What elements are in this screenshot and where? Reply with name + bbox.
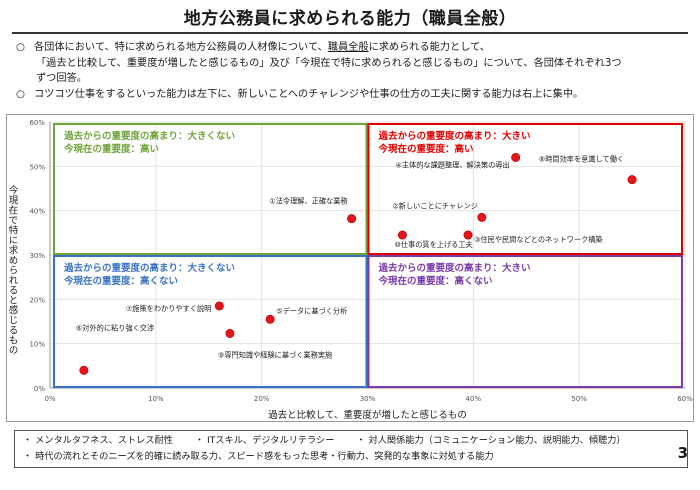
note-line-2: 「過去と比較して、重要度が増したと感じるもの」及び「今現在で特に求められると感じ…: [36, 57, 622, 69]
data-point: [477, 212, 487, 222]
y-tick-label: 0%: [34, 385, 45, 393]
note-text-1b: 職員全般: [327, 42, 369, 53]
quadrant-box-top-right: [367, 123, 683, 255]
data-point: [627, 175, 637, 185]
data-point-label: ③住民や民間などとのネットワーク構築: [474, 235, 603, 244]
legend-item: ・ 時代の流れとそのニーズを的確に読み取る力、スピード感をもった思考・行動力、突…: [23, 451, 494, 462]
quadrant-box-bottom-right: [367, 255, 683, 388]
y-tick-label: 20%: [29, 296, 45, 304]
data-point: [225, 328, 235, 338]
x-tick-label: 50%: [571, 395, 587, 403]
data-point-label: ⑥対外的に粘り強く交渉: [76, 323, 154, 332]
data-point-label: ④主体的な課題整理、解決策の導出: [395, 160, 509, 169]
legend-item: ・ ITスキル、デジタルリテラシー: [194, 435, 335, 446]
page-title: 地方公務員に求められる能力（職員全般）: [183, 9, 517, 29]
data-point-label: ⑩仕事の質を上げる工夫: [394, 240, 472, 249]
note-line-3: ずつ回答。: [36, 73, 87, 84]
x-axis-title: 過去と比較して、重要度が増したと感じるもの: [268, 409, 467, 421]
data-point: [214, 301, 224, 311]
data-point: [463, 230, 473, 240]
data-point-label: ①法令理解、正確な業務: [269, 197, 348, 206]
scatter-chart: 0% 10% 20% 30% 40% 50% 60% 0% 10% 20% 30% 40% 50% 60%…: [7, 119, 694, 421]
data-point: [397, 230, 407, 240]
legend-row-2: ・ 時代の流れとそのニーズを的確に読み取る力、スピード感をもった思考・行動力、突…: [23, 449, 679, 465]
data-point: [347, 214, 357, 224]
x-tick-label: 0%: [44, 395, 55, 403]
quadrant-label-bottom-right: 過去からの重要度の高まり：大きい: [378, 262, 531, 274]
note-line-1: ○ 各団体において、特に求められる地方公務員の人材像について、職員全般に求められる…: [16, 40, 688, 56]
y-tick-label: 60%: [29, 119, 45, 127]
legend-row-1: ・ メンタルタフネス、ストレス耐性 ・ ITスキル、デジタルリテラシー ・ 対人関係…: [23, 433, 679, 449]
quadrant-label-top-left: 今現在の重要度：高い: [63, 143, 159, 155]
bullet-circle-icon: ○: [16, 42, 25, 53]
quadrant-box-bottom-left: [53, 255, 368, 388]
x-tick-label: 40%: [466, 395, 482, 403]
y-tick-label: 10%: [29, 341, 45, 349]
y-axis-title: 今現在で特に求められると感じるもの: [7, 184, 19, 355]
quadrant-label-bottom-left: 過去からの重要度の高まり：大きくない: [63, 262, 235, 274]
quadrant-label-top-left: 過去からの重要度の高まり：大きくない: [63, 130, 235, 142]
note-text-1a: 各団体において、特に求められる地方公務員の人材像について、: [34, 42, 328, 53]
data-point: [265, 314, 275, 324]
x-tick-label: 60%: [677, 395, 693, 403]
title-rule: [12, 32, 688, 34]
bullet-circle-icon: ○: [16, 88, 25, 100]
data-point-label: ②新しいことにチャレンジ: [392, 201, 477, 210]
chart-frame: [6, 114, 694, 422]
quadrant-box-top-left: [53, 123, 368, 255]
data-point-label: ⑧時間効率を意識して働く: [539, 155, 624, 164]
summary-notes: ○ 各団体において、特に求められる地方公務員の人材像について、職員全般に求められる…: [16, 40, 688, 102]
x-tick-label: 10%: [148, 395, 164, 403]
note-text-1c: に求められる能力として、: [368, 42, 490, 53]
note-text-4: コツコツ仕事をするといった能力は左下に、新しいことへのチャレンジや仕事の仕方の工…: [34, 88, 584, 100]
note-line-4: ○ コツコツ仕事をするといった能力は左下に、新しいことへのチャレンジや仕事の仕方の…: [16, 87, 688, 103]
legend-item: ・ 対人関係能力（コミュニケーション能力、説明能力、傾聴力）: [356, 435, 626, 446]
data-point-label: ⑨専門知識や経験に基づく業務実施: [218, 350, 332, 359]
legend-item: ・ メンタルタフネス、ストレス耐性: [23, 435, 173, 446]
y-tick-label: 30%: [29, 252, 45, 260]
quadrant-label-top-right: 今現在の重要度：高い: [378, 143, 474, 155]
page-number: 3: [677, 444, 688, 462]
data-point: [511, 152, 521, 162]
data-point: [79, 365, 89, 375]
quadrant-label-bottom-right: 今現在の重要度：高くない: [378, 275, 493, 287]
quadrant-label-top-right: 過去からの重要度の高まり：大きい: [378, 130, 531, 142]
y-tick-label: 50%: [29, 163, 45, 171]
data-point-label: ⑤データに基づく分析: [276, 306, 347, 315]
x-tick-label: 30%: [360, 395, 376, 403]
other-abilities-legend: ・ メンタルタフネス、ストレス耐性 ・ ITスキル、デジタルリテラシー ・ 対人関係…: [14, 430, 688, 468]
quadrant-label-bottom-left: 今現在の重要度：高くない: [63, 275, 178, 287]
data-point-label: ⑦施策をわかりやすく説明: [126, 304, 212, 313]
y-tick-label: 40%: [29, 208, 45, 216]
x-tick-label: 20%: [254, 395, 270, 403]
